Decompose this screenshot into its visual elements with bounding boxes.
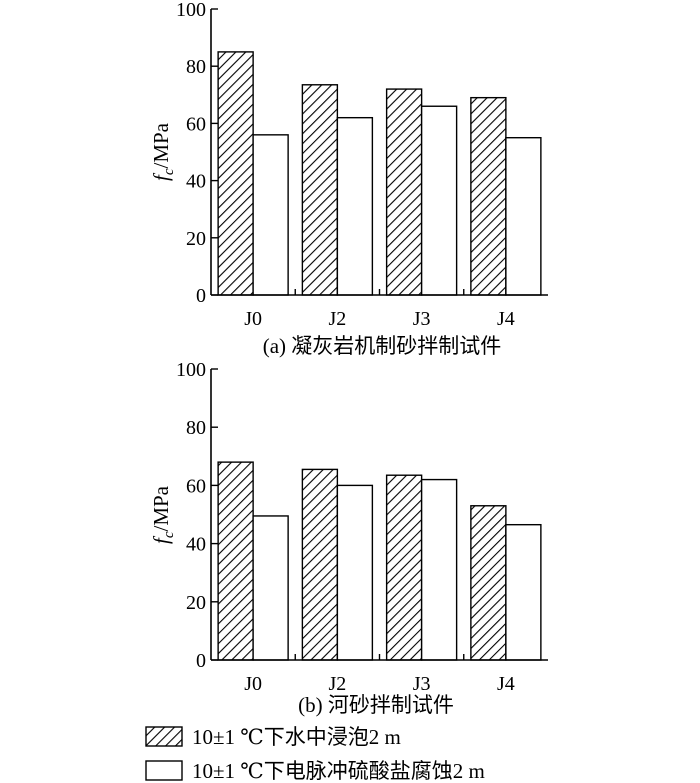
bar-j0-series-2: [252, 515, 289, 661]
bar-j2-series-2: [336, 484, 374, 661]
legend-item-open: 10±1 ℃下电脉冲硫酸盐腐蚀2 m: [145, 759, 485, 783]
caption-b: (b) 河砂拌制试件: [298, 693, 454, 717]
y-tick-label-100: 100: [176, 0, 206, 21]
x-tick-label-j0: J0: [244, 308, 262, 330]
bar-j2-series-1: [301, 468, 339, 661]
x-tick-label-j3: J3: [413, 308, 431, 330]
bar-j4-series-2: [505, 136, 542, 296]
legend-swatch-hatch: [145, 726, 183, 747]
y-tick-label-20: 20: [186, 228, 206, 250]
chart-b: J0 J2 J3 J4 0 20 40 60 80 100 fc/MPa (b) 河砂拌制试件: [149, 359, 548, 717]
y-tick-label-60: 60: [186, 475, 206, 497]
bar-j0-series-1: [217, 461, 254, 661]
y-tick-label-80: 80: [186, 56, 206, 78]
y-tick-label-60: 60: [186, 113, 206, 135]
y-tick-label-40: 40: [186, 534, 206, 556]
y-tick-label-40: 40: [186, 171, 206, 193]
bar-j3-series-2: [420, 478, 458, 661]
legend: 10±1 ℃下水中浸泡2 m 10±1 ℃下电脉冲硫酸盐腐蚀2 m: [145, 725, 485, 783]
legend-label-hatch: 10±1 ℃下水中浸泡2 m: [192, 725, 401, 749]
bar-j3-series-1: [385, 88, 423, 296]
bar-j3-series-2: [420, 105, 458, 296]
x-tick-label-j3: J3: [413, 673, 431, 695]
axes-b: J0 J2 J3 J4 0 20 40 60 80 100: [176, 359, 548, 695]
y-axis-label-a: fc/MPa: [149, 122, 177, 181]
legend-swatch-open: [145, 760, 183, 781]
x-tick-label-j4: J4: [497, 308, 515, 330]
chart-a: J0 J2 J3 J4 0 20 40 60 80 100 fc/MPa (a) 凝灰岩机制砂拌制…: [149, 0, 548, 358]
x-tick-label-j0: J0: [244, 673, 262, 695]
bar-j4-series-2: [505, 523, 542, 661]
y-tick-label-20: 20: [186, 592, 206, 614]
bar-j0-series-1: [217, 51, 254, 296]
bars-b: [217, 461, 542, 661]
bar-j0-series-2: [252, 134, 289, 296]
y-tick-label-100: 100: [176, 359, 206, 381]
y-tick-label-80: 80: [186, 417, 206, 439]
bar-j4-series-1: [470, 96, 507, 296]
bar-j2-series-2: [336, 116, 374, 296]
bar-j2-series-1: [301, 84, 339, 296]
bar-j4-series-1: [470, 505, 507, 661]
bar-j3-series-1: [385, 474, 423, 661]
x-tick-label-j4: J4: [497, 673, 515, 695]
bars-a: [217, 51, 542, 296]
y-axis-label-b: fc/MPa: [149, 485, 177, 544]
axes-a: J0 J2 J3 J4 0 20 40 60 80 100: [176, 0, 548, 330]
x-tick-label-j2: J2: [328, 673, 346, 695]
y-tick-label-0: 0: [196, 285, 206, 307]
legend-item-hatch: 10±1 ℃下水中浸泡2 m: [145, 725, 401, 749]
legend-label-open: 10±1 ℃下电脉冲硫酸盐腐蚀2 m: [192, 759, 485, 783]
y-tick-label-0: 0: [196, 650, 206, 672]
caption-a: (a) 凝灰岩机制砂拌制试件: [263, 334, 502, 358]
x-tick-label-j2: J2: [328, 308, 346, 330]
